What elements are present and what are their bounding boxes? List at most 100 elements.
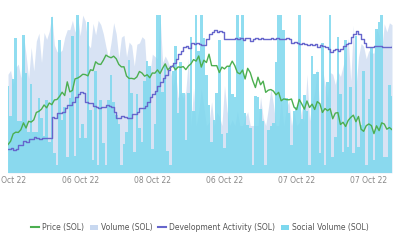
- Bar: [234, 97, 236, 173]
- Bar: [58, 40, 61, 173]
- Bar: [159, 15, 161, 173]
- Bar: [156, 15, 159, 173]
- Bar: [295, 107, 298, 173]
- Bar: [177, 113, 179, 173]
- Bar: [272, 123, 275, 173]
- Bar: [130, 93, 133, 173]
- Bar: [216, 93, 218, 173]
- Bar: [259, 109, 262, 173]
- Bar: [313, 74, 316, 173]
- Bar: [383, 157, 386, 173]
- Bar: [368, 99, 370, 173]
- Bar: [352, 153, 355, 173]
- Bar: [324, 165, 326, 173]
- Bar: [213, 120, 216, 173]
- Bar: [17, 121, 20, 173]
- Bar: [334, 137, 336, 173]
- Bar: [14, 38, 17, 173]
- Bar: [378, 22, 380, 173]
- Bar: [342, 152, 344, 173]
- Bar: [45, 100, 48, 173]
- Bar: [146, 61, 148, 173]
- Bar: [143, 81, 146, 173]
- Bar: [275, 62, 277, 173]
- Bar: [190, 37, 192, 173]
- Bar: [228, 66, 231, 173]
- Bar: [280, 15, 282, 173]
- Bar: [61, 120, 64, 173]
- Bar: [133, 152, 136, 173]
- Bar: [25, 73, 27, 173]
- Bar: [223, 148, 226, 173]
- Bar: [123, 144, 125, 173]
- Bar: [9, 116, 12, 173]
- Bar: [174, 46, 177, 173]
- Bar: [391, 96, 393, 173]
- Bar: [12, 79, 14, 173]
- Bar: [298, 15, 300, 173]
- Bar: [35, 132, 38, 173]
- Bar: [244, 113, 246, 173]
- Bar: [110, 75, 112, 173]
- Bar: [357, 147, 360, 173]
- Bar: [32, 132, 35, 173]
- Bar: [30, 84, 32, 173]
- Bar: [202, 38, 205, 173]
- Bar: [236, 15, 239, 173]
- Bar: [344, 40, 347, 173]
- Bar: [136, 94, 138, 173]
- Bar: [164, 64, 166, 173]
- Bar: [79, 138, 82, 173]
- Bar: [254, 96, 257, 173]
- Bar: [311, 56, 313, 173]
- Bar: [316, 72, 318, 173]
- Bar: [74, 156, 76, 173]
- Bar: [84, 138, 87, 173]
- Bar: [120, 165, 123, 173]
- Bar: [218, 40, 221, 173]
- Bar: [48, 143, 50, 173]
- Bar: [308, 165, 311, 173]
- Bar: [64, 107, 66, 173]
- Bar: [148, 66, 151, 173]
- Bar: [102, 143, 105, 173]
- Bar: [282, 30, 285, 173]
- Bar: [365, 165, 368, 173]
- Bar: [125, 132, 128, 173]
- Bar: [285, 97, 288, 173]
- Bar: [339, 94, 342, 173]
- Bar: [210, 142, 213, 173]
- Bar: [300, 119, 303, 173]
- Bar: [246, 125, 249, 173]
- Bar: [293, 111, 295, 173]
- Bar: [226, 133, 228, 173]
- Bar: [267, 130, 270, 173]
- Bar: [66, 157, 68, 173]
- Bar: [100, 100, 102, 173]
- Bar: [105, 165, 107, 173]
- Bar: [7, 86, 9, 173]
- Bar: [277, 15, 280, 173]
- Bar: [257, 97, 259, 173]
- Bar: [208, 105, 210, 173]
- Bar: [82, 124, 84, 173]
- Bar: [118, 124, 120, 173]
- Bar: [182, 93, 184, 173]
- Bar: [386, 157, 388, 173]
- Bar: [172, 71, 174, 173]
- Bar: [326, 82, 329, 173]
- Bar: [252, 165, 254, 173]
- Bar: [97, 165, 100, 173]
- Bar: [20, 121, 22, 173]
- Bar: [128, 60, 130, 173]
- Bar: [154, 124, 156, 173]
- Bar: [318, 153, 321, 173]
- Bar: [40, 118, 43, 173]
- Bar: [375, 29, 378, 173]
- Bar: [27, 132, 30, 173]
- Bar: [192, 111, 195, 173]
- Bar: [329, 15, 332, 173]
- Bar: [38, 98, 40, 173]
- Bar: [76, 15, 79, 173]
- Bar: [107, 100, 110, 173]
